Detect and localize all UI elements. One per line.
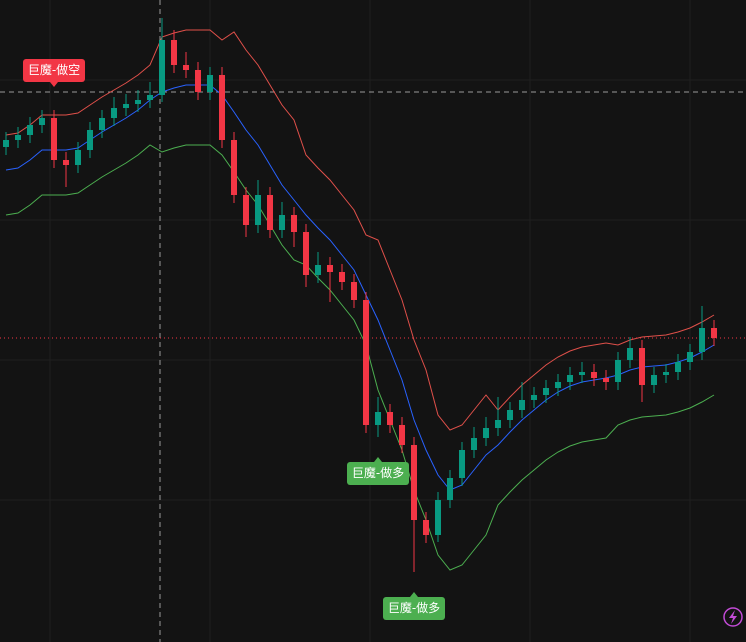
signal-label: 巨魔-做多 <box>388 600 440 615</box>
band-line <box>5 84 715 491</box>
signal-label: 巨魔-做空 <box>28 62 80 77</box>
candle-body <box>675 362 681 372</box>
candle-body <box>111 108 117 118</box>
candle-body <box>39 118 45 125</box>
replay-icon[interactable] <box>723 607 743 627</box>
candle-body <box>75 150 81 165</box>
candle-body <box>507 410 513 420</box>
candle-body <box>663 372 669 375</box>
candle-body <box>495 420 501 428</box>
candle-body <box>315 265 321 275</box>
candle-body <box>279 215 285 230</box>
candle-body <box>375 412 381 425</box>
candle-body <box>411 445 417 520</box>
candle-body <box>339 272 345 282</box>
candle-body <box>651 375 657 385</box>
candle-body <box>483 428 489 438</box>
candle-body <box>327 265 333 272</box>
candle-body <box>639 348 645 385</box>
signal-pointer <box>374 457 382 462</box>
candle-body <box>27 125 33 135</box>
candle-body <box>99 118 105 130</box>
candle-body <box>87 130 93 150</box>
candle-body <box>603 378 609 382</box>
candle-body <box>135 100 141 104</box>
candle-body <box>363 300 369 425</box>
signal-label: 巨魔-做多 <box>352 465 404 480</box>
candle-body <box>255 195 261 225</box>
candle-body <box>531 395 537 400</box>
signal-pointer <box>50 82 58 87</box>
candle-body <box>195 70 201 92</box>
candle-body <box>567 375 573 382</box>
candle-body <box>615 360 621 382</box>
candle-body <box>183 65 189 70</box>
candle-body <box>435 500 441 535</box>
candle-body <box>147 95 153 100</box>
candle-body <box>219 75 225 140</box>
candle-body <box>51 118 57 160</box>
candle-body <box>459 450 465 478</box>
signal-label-box <box>23 59 85 82</box>
candle-body <box>303 232 309 275</box>
candle-body <box>123 104 129 108</box>
candle-body <box>591 372 597 378</box>
candle-body <box>711 328 717 338</box>
candle-body <box>15 135 21 140</box>
candle-body <box>423 520 429 535</box>
band-line <box>5 29 715 431</box>
candle-body <box>543 388 549 395</box>
candle-body <box>699 328 705 352</box>
signal-label-box <box>347 462 409 485</box>
candle-body <box>351 282 357 300</box>
band-line <box>5 144 715 571</box>
candle-body <box>231 140 237 195</box>
candle-body <box>447 478 453 500</box>
candle-body <box>159 40 165 95</box>
candle-body <box>579 372 585 375</box>
candle-body <box>387 412 393 425</box>
candle-body <box>291 215 297 232</box>
candle-body <box>399 425 405 445</box>
candle-body <box>243 195 249 225</box>
signal-label-box <box>383 597 445 620</box>
candle-body <box>687 352 693 362</box>
candle-body <box>3 140 9 147</box>
candle-body <box>63 160 69 165</box>
candle-body <box>627 348 633 360</box>
signal-pointer <box>410 592 418 597</box>
candle-body <box>519 400 525 410</box>
candle-body <box>267 195 273 230</box>
candle-body <box>171 40 177 65</box>
candle-body <box>471 438 477 450</box>
candle-body <box>555 382 561 388</box>
candle-body <box>207 75 213 92</box>
